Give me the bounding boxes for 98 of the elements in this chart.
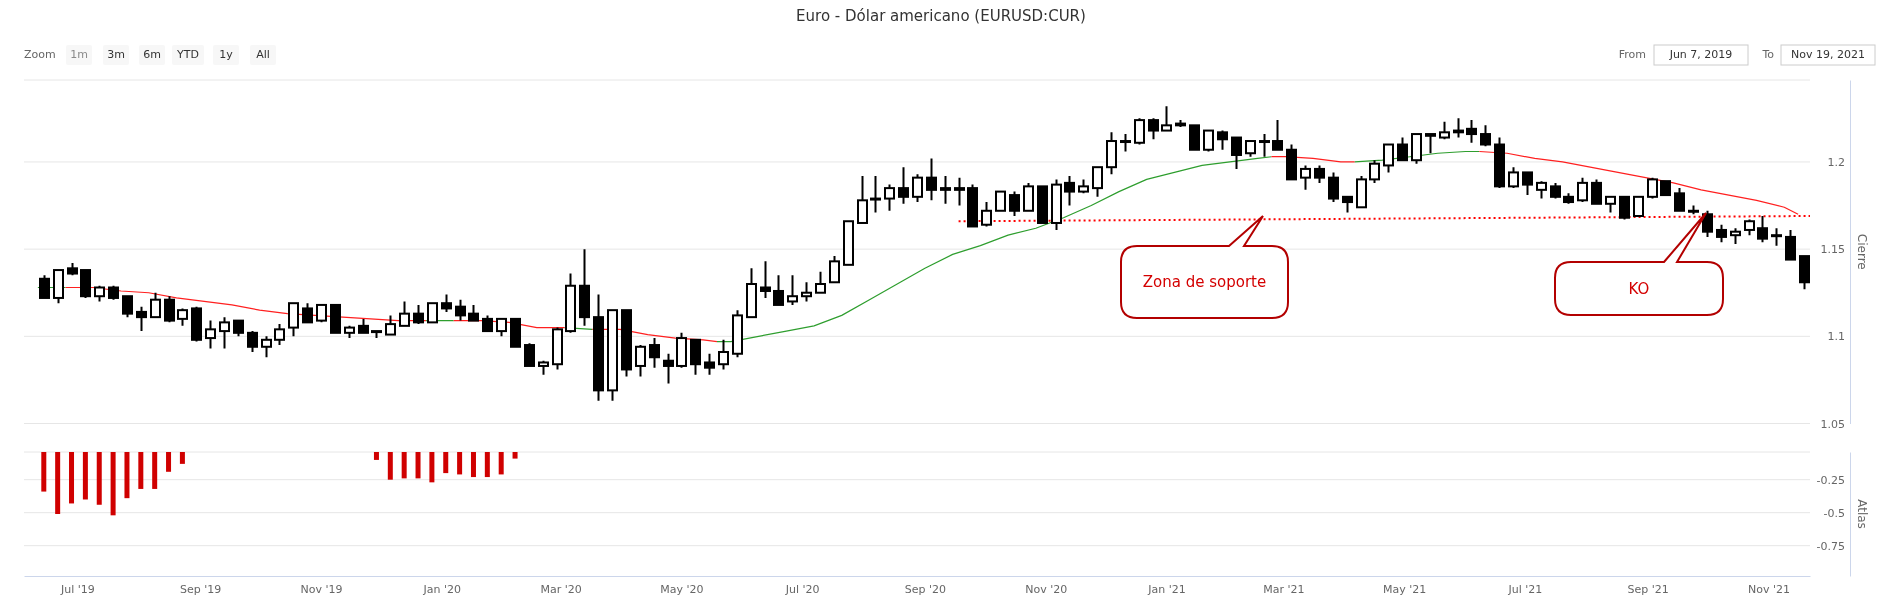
candlestick: [1785, 228, 1796, 261]
candlestick: [940, 174, 951, 205]
candlestick: [427, 302, 438, 324]
candlestick: [413, 303, 424, 326]
candlestick: [954, 176, 965, 207]
candlestick: [1161, 105, 1172, 132]
chart-title: Euro - Dólar americano (EURUSD:CUR): [796, 6, 1086, 25]
candlestick: [1674, 187, 1685, 212]
candlestick: [1328, 171, 1339, 204]
x-tick-label: Nov '19: [300, 582, 343, 596]
candlestick: [122, 295, 133, 319]
candlestick: [524, 342, 535, 367]
candlestick: [1397, 136, 1408, 162]
candlestick: [385, 314, 396, 336]
candlestick: [164, 295, 175, 324]
y-tick-label: -0.75: [1816, 539, 1845, 553]
candlestick: [1231, 136, 1242, 170]
text: YTD: [176, 48, 199, 61]
candlestick: [1300, 164, 1311, 191]
candlestick: [136, 305, 147, 333]
candlestick: [787, 274, 798, 306]
x-tick-label: May '20: [660, 582, 704, 596]
candlestick: [801, 281, 812, 303]
y-tick-label: -0.25: [1816, 473, 1845, 487]
x-tick-label: Jul '21: [1507, 582, 1543, 596]
candlestick: [455, 298, 466, 322]
text: Nov 19, 2021: [1791, 48, 1865, 61]
candlestick: [302, 302, 313, 324]
annotation: Zona de soporte: [1142, 272, 1267, 291]
candlestick: [760, 260, 771, 299]
candlestick: [1577, 176, 1588, 204]
y-tick-label: 1.2: [1827, 155, 1845, 169]
candlestick: [1064, 174, 1075, 207]
x-tick-label: Nov '21: [1747, 582, 1790, 596]
y-tick-label: 1.15: [1820, 243, 1845, 257]
candlestick: [1522, 171, 1533, 197]
candlestick: [219, 316, 230, 350]
x-tick-label: May '21: [1382, 582, 1427, 596]
x-tick-label: Sep '19: [180, 582, 222, 596]
text: To: [1761, 48, 1775, 61]
candlestick: [704, 352, 715, 376]
candlestick: [261, 335, 272, 359]
candlestick: [912, 173, 923, 204]
candlestick: [1009, 190, 1020, 218]
candlestick: [150, 291, 161, 319]
candlestick: [857, 174, 868, 224]
candlestick: [247, 330, 258, 354]
candlestick: [1092, 166, 1103, 198]
candlestick: [1591, 178, 1602, 205]
candlestick: [1369, 159, 1380, 184]
y-axis-title: Cierre: [1855, 233, 1870, 270]
text: 1y: [219, 48, 234, 61]
annotation: KO: [1628, 279, 1650, 297]
text: All: [256, 48, 270, 61]
candlestick: [829, 255, 840, 284]
x-tick-label: Sep '21: [1627, 582, 1669, 596]
candlestick: [1134, 117, 1145, 146]
candlestick: [995, 190, 1006, 212]
candlestick: [884, 183, 895, 212]
text: Jun 7, 2019: [1668, 48, 1733, 61]
candlestick: [1259, 133, 1270, 158]
text: Zoom: [24, 48, 56, 61]
candlestick: [1702, 209, 1713, 238]
x-tick-label: Jul '19: [60, 582, 95, 596]
candlestick: [1148, 117, 1159, 141]
y-axis-title: Atlas: [1855, 499, 1870, 529]
x-tick-label: Jan '21: [1147, 582, 1186, 596]
y-tick-label: 1.1: [1827, 330, 1845, 344]
candlestick: [1383, 143, 1394, 174]
x-tick-label: Jul '20: [784, 582, 820, 596]
y-tick-label: -0.5: [1823, 506, 1845, 520]
candlestick: [981, 201, 992, 228]
x-tick-label: Mar '20: [540, 582, 582, 596]
candlestick: [1466, 119, 1477, 144]
candlestick: [718, 338, 729, 371]
candlestick: [649, 337, 660, 369]
y-tick-label: 1.05: [1820, 417, 1845, 431]
candlestick: [1272, 119, 1283, 151]
text: From: [1618, 48, 1646, 61]
candlestick: [773, 274, 784, 306]
x-tick-label: Nov '20: [1025, 582, 1068, 596]
candlestick: [898, 166, 909, 205]
candlestick: [39, 274, 50, 299]
candlestick: [635, 344, 646, 378]
x-tick-label: Jan '20: [422, 582, 462, 596]
x-tick-label: Sep '20: [904, 582, 947, 596]
candlestick: [274, 323, 285, 347]
candlestick: [926, 157, 937, 202]
candlestick: [1508, 166, 1519, 190]
x-tick-label: Mar '21: [1263, 582, 1305, 596]
candlestick: [1425, 133, 1436, 155]
candlestick: [1633, 195, 1644, 218]
candlestick: [399, 300, 410, 327]
candlestick: [870, 174, 881, 214]
candlestick: [1757, 215, 1768, 244]
candlestick: [205, 319, 216, 350]
candlestick: [663, 352, 674, 385]
candlestick: [815, 270, 826, 294]
